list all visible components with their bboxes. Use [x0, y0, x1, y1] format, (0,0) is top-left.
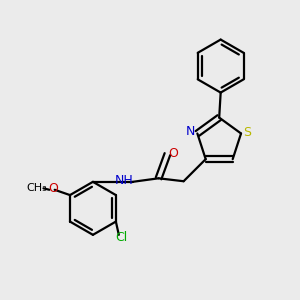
Text: N: N [186, 124, 196, 138]
Text: NH: NH [115, 174, 134, 187]
Text: O: O [48, 182, 58, 194]
Text: S: S [244, 125, 251, 139]
Text: CH₃: CH₃ [27, 183, 47, 193]
Text: Cl: Cl [115, 231, 127, 244]
Text: O: O [168, 147, 178, 160]
